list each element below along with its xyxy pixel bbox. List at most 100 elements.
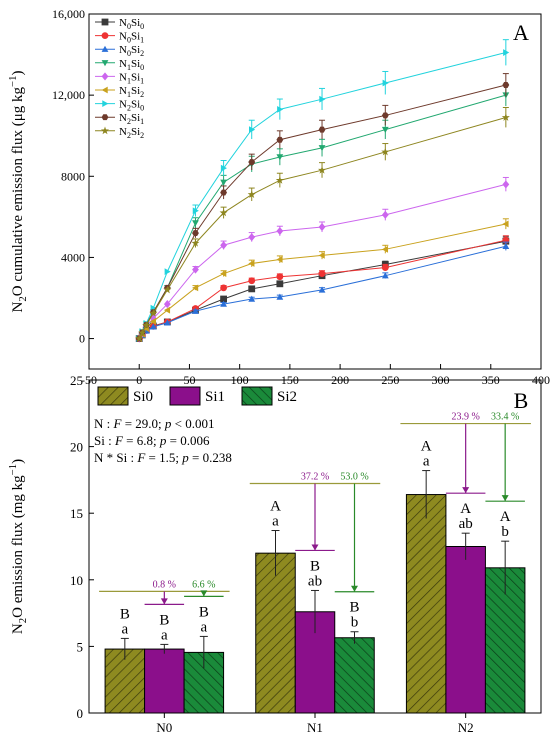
legend-si-sub: 0 (140, 22, 144, 31)
stats-f-value: = 6.8; (123, 433, 160, 448)
stats-factor: N : (94, 416, 114, 431)
legend-marker-N2Si1 (101, 114, 109, 121)
plot-frame-a (88, 13, 542, 370)
point-N1Si0 (220, 179, 227, 186)
point-N2Si1 (276, 136, 284, 143)
legend-si-sub: 2 (140, 90, 144, 99)
legend-si: Si (131, 112, 140, 124)
reduction-label-si2: 53.0 % (340, 472, 368, 483)
point-N0Si2 (220, 300, 227, 307)
legend-marker-N2Si0 (102, 100, 109, 107)
point-N0Si1 (220, 284, 227, 292)
point-N0Si1 (276, 273, 284, 281)
point-N0Si2 (381, 272, 389, 279)
point-N2Si2 (149, 308, 158, 317)
legend-marker-N0Si1 (101, 32, 109, 39)
significance-upper: A (270, 499, 281, 515)
reduction-label-si1: 23.9 % (451, 412, 479, 423)
stats-factor: N * Si : (94, 450, 137, 465)
bar-Si1-N0 (144, 648, 185, 714)
legend-a: N0Si0N0Si1N0Si2N1Si0N1Si1N1Si2N2Si0N2Si1… (95, 17, 144, 140)
y-tick-label: 5 (77, 639, 84, 654)
y-tick-label: 25 (70, 373, 83, 388)
significance-lower: a (423, 454, 430, 470)
legend-si-sub: 2 (140, 49, 144, 58)
point-N2Si2 (219, 208, 228, 217)
series-line-N1Si1 (138, 183, 506, 339)
legend-n-sub: 0 (127, 49, 131, 58)
legend-marker-N1Si2 (101, 86, 108, 94)
stats-p-symbol: p (181, 450, 189, 465)
series-line-N1Si2 (138, 223, 506, 339)
legend-marker-N1Si1 (101, 72, 109, 81)
stats-p-symbol: p (159, 433, 167, 448)
stats-line: N * Si : F = 1.5; p = 0.238 (94, 450, 232, 465)
significance-upper: A (460, 501, 471, 517)
point-N2Si2 (191, 238, 200, 247)
series-N2Si2 (135, 107, 510, 343)
point-N0Si2 (318, 286, 326, 293)
y-tick-label: 20 (70, 440, 83, 455)
bar-Si0-N2 (405, 494, 447, 714)
series-N1Si0 (135, 83, 510, 342)
y-tick-label: 16,000 (52, 7, 85, 21)
point-N2Si2 (135, 334, 144, 343)
reduction-arrowhead-si2 (351, 585, 358, 592)
legend-n-sub: 2 (127, 104, 131, 113)
legend-swatch-Si0 (97, 386, 129, 406)
legend-si-sub: 0 (140, 104, 144, 113)
legend-si: Si (131, 58, 140, 70)
y-axis-label-a-text: O cumulative emission flux (μg kg (10, 86, 26, 296)
series-N2Si1 (135, 73, 510, 342)
legend-marker-N0Si2 (101, 45, 109, 52)
point-N1Si2 (220, 270, 227, 278)
point-N2Si1 (318, 126, 326, 133)
y-axis-label-b: N2O emission flux (mg kg−1) (7, 459, 29, 634)
stats-p-value: = 0.238 (189, 450, 232, 465)
legend-n: N (119, 126, 127, 138)
legend-n: N (119, 58, 127, 70)
legend-n-sub: 1 (127, 90, 131, 99)
significance-upper: B (310, 558, 320, 574)
point-N2Si1 (502, 82, 510, 88)
bar-Si0-N1 (255, 552, 296, 714)
y-tick-label: 4000 (61, 250, 85, 264)
point-N1Si2 (248, 260, 255, 267)
point-N1Si2 (276, 256, 283, 263)
stats-line: N : F = 29.0; p < 0.001 (94, 416, 215, 431)
point-N2Si0 (164, 268, 171, 276)
legend-si: Si (131, 44, 140, 56)
legend-n: N (119, 112, 127, 124)
legend-n: N (119, 99, 127, 111)
point-N1Si0 (381, 126, 389, 134)
legend-b: Si0 Si1 Si2 (97, 386, 297, 406)
legend-label-Si0: Si0 (133, 389, 153, 405)
legend-si-sub: 2 (140, 131, 144, 140)
point-N2Si0 (382, 79, 389, 87)
significance-lower: a (200, 619, 207, 635)
panel-label-a: A (513, 20, 529, 45)
point-N1Si2 (149, 317, 157, 325)
legend-n: N (119, 31, 127, 43)
bar-Si2-N1 (334, 637, 375, 714)
reduction-label-si2: 6.6 % (192, 579, 215, 590)
series-N2Si0 (136, 39, 510, 342)
reduction-arrowhead-si2 (501, 495, 509, 502)
legend-si: Si (131, 99, 140, 111)
point-N0Si2 (192, 307, 199, 314)
point-N2Si0 (192, 207, 199, 215)
point-N1Si2 (502, 220, 509, 228)
significance-upper: B (120, 606, 130, 622)
point-N2Si0 (503, 49, 510, 56)
y-axis-label-b-text: O emission flux (mg kg (10, 475, 26, 618)
point-N1Si1 (502, 180, 510, 189)
legend-label-Si2: Si2 (277, 389, 297, 405)
point-N0Si0 (248, 285, 256, 293)
point-N2Si1 (248, 159, 256, 166)
point-N2Si1 (192, 230, 199, 237)
point-N0Si1 (318, 270, 326, 278)
y-axis-label-a-sup: −1 (7, 75, 19, 87)
legend-label-N0Si1: N0Si1 (119, 31, 144, 45)
legend-label-N0Si0: N0Si0 (119, 17, 144, 31)
